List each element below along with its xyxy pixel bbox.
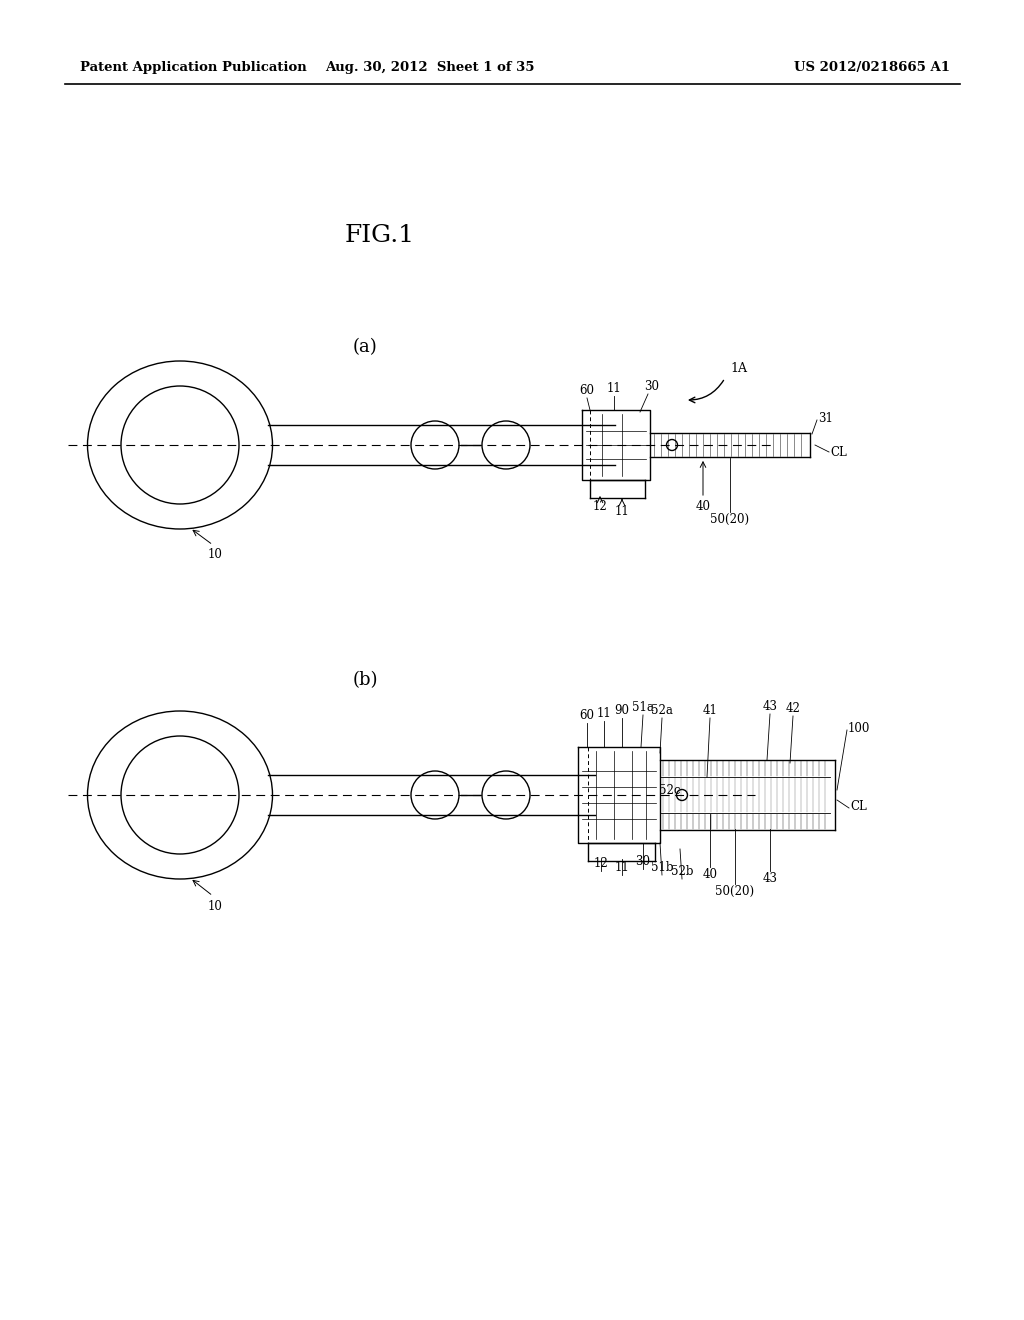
Text: 52b: 52b (671, 865, 693, 878)
Text: (a): (a) (352, 338, 378, 356)
Text: 11: 11 (597, 708, 611, 719)
Text: 51a: 51a (632, 701, 654, 714)
Text: 12: 12 (593, 500, 607, 513)
Text: 42: 42 (785, 702, 801, 715)
Text: 40: 40 (695, 500, 711, 513)
Text: 90: 90 (614, 704, 630, 717)
Text: 51b: 51b (650, 861, 673, 874)
Text: US 2012/0218665 A1: US 2012/0218665 A1 (794, 62, 950, 74)
Text: 12: 12 (594, 857, 608, 870)
Text: 31: 31 (818, 412, 833, 425)
Text: 50(20): 50(20) (716, 884, 755, 898)
Text: Patent Application Publication: Patent Application Publication (80, 62, 307, 74)
Text: CL: CL (850, 800, 866, 813)
Text: CL: CL (830, 446, 847, 458)
Text: 30: 30 (644, 380, 659, 393)
Text: 11: 11 (614, 861, 630, 874)
Text: 100: 100 (848, 722, 870, 734)
Text: 52c: 52c (659, 784, 681, 797)
Text: 10: 10 (208, 900, 222, 913)
Text: 11: 11 (606, 381, 622, 395)
Text: 40: 40 (702, 869, 718, 880)
Text: 30: 30 (636, 855, 650, 869)
Text: (b): (b) (352, 671, 378, 689)
Text: 60: 60 (580, 709, 595, 722)
Text: 60: 60 (580, 384, 595, 397)
Text: Aug. 30, 2012  Sheet 1 of 35: Aug. 30, 2012 Sheet 1 of 35 (326, 62, 535, 74)
Text: 41: 41 (702, 704, 718, 717)
Text: 50(20): 50(20) (711, 513, 750, 525)
Text: 43: 43 (763, 873, 777, 884)
Text: 52a: 52a (651, 704, 673, 717)
Text: 43: 43 (763, 700, 777, 713)
Text: 1A: 1A (730, 362, 746, 375)
Text: 10: 10 (208, 548, 222, 561)
Text: FIG.1: FIG.1 (345, 223, 415, 247)
Text: 11: 11 (614, 506, 630, 517)
